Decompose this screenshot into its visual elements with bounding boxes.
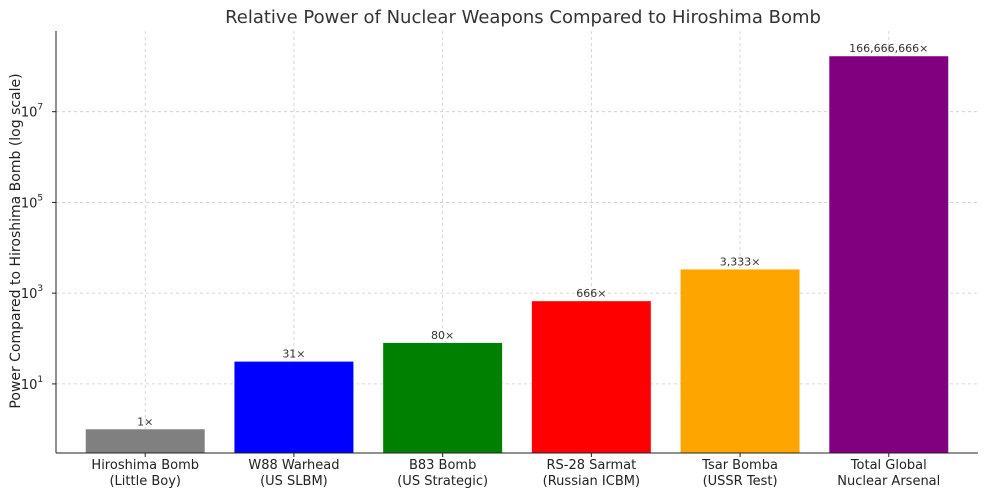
x-tick-label: W88 Warhead <box>248 458 339 473</box>
y-tick-label: 103 <box>21 284 43 302</box>
bar <box>383 342 503 453</box>
bar-value-label: 3,333× <box>720 255 761 268</box>
bar <box>829 56 949 454</box>
x-tick-label: Tsar Bomba <box>701 458 778 473</box>
bar-value-label: 666× <box>576 287 606 300</box>
x-tick-label: (USSR Test) <box>703 474 778 489</box>
chart-title: Relative Power of Nuclear Weapons Compar… <box>225 7 821 28</box>
x-tick-label: (US SLBM) <box>260 474 328 489</box>
x-tick-label: (Russian ICBM) <box>543 474 640 489</box>
bar-value-label: 80× <box>431 329 454 342</box>
x-axis-ticks: Hiroshima Bomb(Little Boy)W88 Warhead(US… <box>91 453 940 489</box>
x-tick-label: Hiroshima Bomb <box>91 458 199 473</box>
bar-value-label: 166,666,666× <box>849 42 928 55</box>
y-tick-label: 107 <box>21 103 43 121</box>
x-tick-label: Nuclear Arsenal <box>837 474 940 489</box>
x-tick-label: (US Strategic) <box>397 474 488 489</box>
x-tick-label: Total Global <box>850 458 927 473</box>
value-labels: 1× 31× 80× 666× 3,333× 166,666,666× <box>137 42 928 428</box>
bar <box>531 301 651 453</box>
bar <box>234 361 354 453</box>
bar <box>85 429 205 453</box>
y-axis-ticks: 101 103 105 107 <box>21 103 56 393</box>
x-tick-label: RS-28 Sarmat <box>546 458 636 473</box>
x-tick-label: (Little Boy) <box>109 474 181 489</box>
y-tick-label: 101 <box>21 375 43 393</box>
bar <box>680 269 800 453</box>
bar-value-label: 1× <box>137 415 153 428</box>
bars <box>85 56 949 454</box>
bar-value-label: 31× <box>282 348 305 361</box>
y-tick-label: 105 <box>21 193 43 211</box>
x-tick-label: B83 Bomb <box>409 458 476 473</box>
y-axis-label: Power Compared to Hiroshima Bomb (log sc… <box>8 73 24 408</box>
